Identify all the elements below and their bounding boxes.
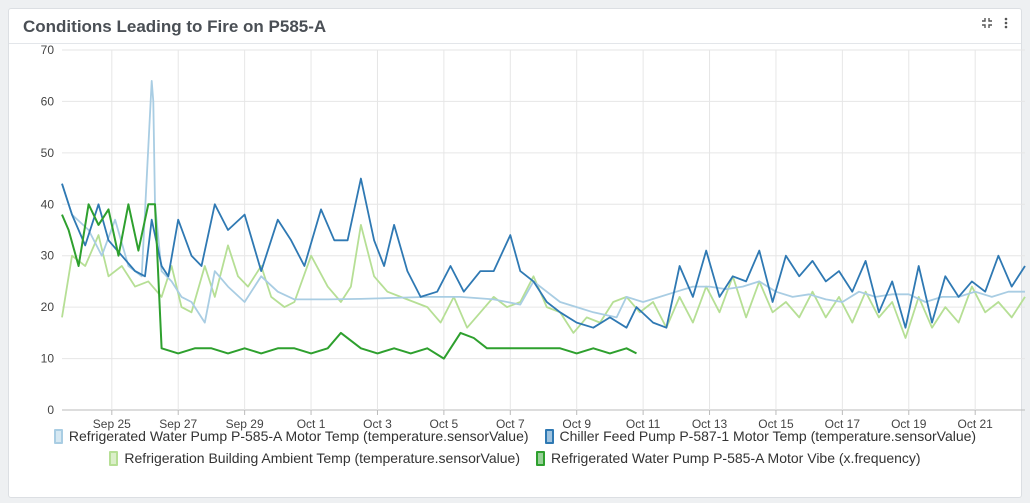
- legend-swatch: [109, 450, 119, 466]
- chiller-temp-line: [61, 177, 1026, 329]
- x-tick-label: Sep 29: [226, 417, 264, 431]
- legend-swatch: [544, 428, 554, 444]
- x-tick-label: Oct 7: [496, 417, 525, 431]
- legend-item-ambient-temp[interactable]: Refrigeration Building Ambient Temp (tem…: [109, 450, 520, 466]
- legend-label: Chiller Feed Pump P-587-1 Motor Temp (te…: [559, 428, 977, 444]
- chart-series: [61, 80, 1026, 360]
- x-tick-label: Oct 13: [692, 417, 728, 431]
- y-tick-label: 30: [41, 249, 55, 263]
- legend-swatch: [535, 450, 545, 466]
- motor-vibe-line: [61, 203, 637, 360]
- y-tick-label: 70: [41, 43, 55, 57]
- legend-swatch: [53, 428, 63, 444]
- legend-item-motor-temp[interactable]: Refrigerated Water Pump P-585-A Motor Te…: [53, 428, 529, 444]
- ambient-temp-line: [61, 223, 1026, 339]
- panel-title: Conditions Leading to Fire on P585-A: [23, 17, 327, 36]
- x-tick-label: Oct 17: [825, 417, 861, 431]
- chart-legend: Refrigerated Water Pump P-585-A Motor Te…: [8, 428, 1022, 472]
- y-tick-label: 0: [47, 403, 54, 417]
- x-axis: Sep 25 Sep 27 Sep 29 Oct 1 Oct 3 Oct 5 Oct 7 Oc…: [93, 410, 993, 431]
- y-tick-label: 50: [41, 146, 55, 160]
- x-tick-label: Oct 21: [958, 417, 994, 431]
- legend-label: Refrigerated Water Pump P-585-A Motor Vi…: [550, 450, 921, 466]
- motor-temp-line: [61, 80, 1025, 324]
- legend-item-motor-vibe[interactable]: Refrigerated Water Pump P-585-A Motor Vi…: [535, 450, 921, 466]
- expand-icon[interactable]: [981, 17, 993, 32]
- vertical-dots-icon[interactable]: [1003, 17, 1009, 32]
- x-tick-label: Oct 9: [562, 417, 591, 431]
- legend-label: Refrigerated Water Pump P-585-A Motor Te…: [68, 428, 529, 444]
- x-tick-label: Oct 11: [626, 417, 661, 431]
- x-tick-label: Oct 5: [430, 417, 459, 431]
- chart-grid: [62, 49, 1025, 411]
- y-tick-label: 10: [41, 352, 55, 366]
- y-axis: 0 10 20 30 40 50 60 70: [41, 43, 55, 417]
- x-tick-label: Oct 1: [297, 417, 326, 431]
- x-tick-label: Sep 25: [93, 417, 131, 431]
- y-tick-label: 40: [41, 197, 55, 211]
- x-tick-label: Oct 15: [758, 417, 794, 431]
- x-tick-label: Oct 3: [363, 417, 392, 431]
- panel-header: Conditions Leading to Fire on P585-A: [9, 9, 1021, 44]
- x-tick-label: Oct 19: [891, 417, 927, 431]
- y-tick-label: 20: [41, 300, 55, 314]
- legend-item-chiller-temp[interactable]: Chiller Feed Pump P-587-1 Motor Temp (te…: [544, 428, 977, 444]
- legend-label: Refrigeration Building Ambient Temp (tem…: [124, 450, 520, 466]
- y-tick-label: 60: [41, 94, 55, 108]
- x-tick-label: Sep 27: [159, 417, 197, 431]
